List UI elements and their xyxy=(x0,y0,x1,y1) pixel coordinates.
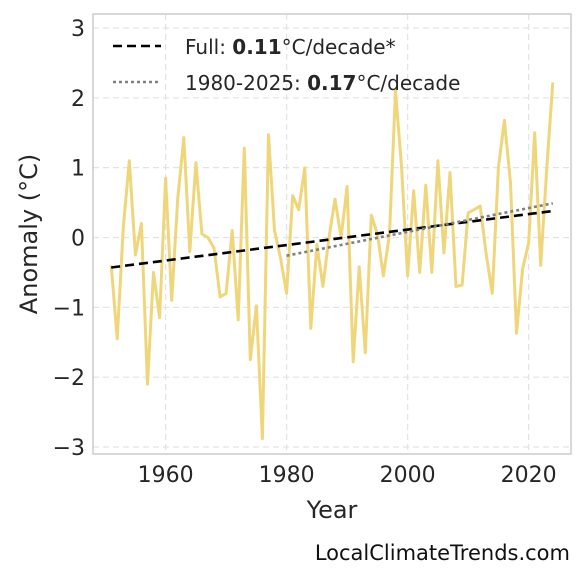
y-tick-label: 0 xyxy=(71,226,85,251)
legend-entry: 1980-2025: 0.17°C/decade xyxy=(185,71,460,95)
y-tick-label: 3 xyxy=(71,17,85,42)
trend-full-line xyxy=(111,209,553,269)
x-tick-label: 1980 xyxy=(259,463,315,488)
anomaly-line xyxy=(109,82,555,441)
x-tick-label: 2000 xyxy=(380,463,436,488)
y-tick-label: −2 xyxy=(53,366,85,391)
y-tick-label: 2 xyxy=(71,87,85,112)
y-tick-labels: −3 −2 −1 0 1 2 3 xyxy=(53,17,85,461)
y-axis-label: Anomaly (°C) xyxy=(15,154,43,314)
x-tick-labels: 1960 1980 2000 2020 xyxy=(138,463,557,488)
x-tick-label: 2020 xyxy=(501,463,557,488)
y-tick-label: 1 xyxy=(71,157,85,182)
plot-frame xyxy=(92,13,572,455)
x-axis-label: Year xyxy=(306,496,358,524)
y-tick-label: −3 xyxy=(53,436,85,461)
x-tick-label: 1960 xyxy=(138,463,194,488)
watermark-text: LocalClimateTrends.com xyxy=(315,541,570,565)
legend: Full: 0.11°C/decade* 1980-2025: 0.17°C/de… xyxy=(113,35,460,95)
legend-entry: Full: 0.11°C/decade* xyxy=(185,35,396,59)
series-layer xyxy=(109,82,555,441)
y-tick-label: −1 xyxy=(53,296,85,321)
